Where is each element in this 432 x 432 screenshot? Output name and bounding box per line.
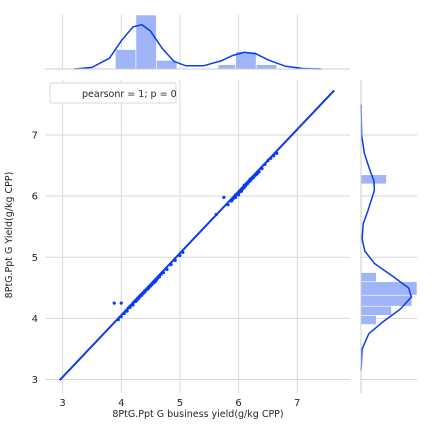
x-marginal-bar	[255, 64, 277, 70]
x-marginal-kde-curve	[74, 23, 321, 70]
main-scatter-axes: 3 4 5 6 7 3 4 5 6 7	[32, 80, 350, 409]
y-tick-label: 3	[32, 375, 38, 386]
right-marginal-histogram	[360, 80, 418, 393]
y-tick-label: 7	[32, 131, 38, 142]
legend: pearsonr = 1; p = 0	[49, 82, 177, 104]
x-tick-label: 7	[294, 398, 300, 409]
y-axis-label: 8PtG.Ppt G Yield(g/kg CPP)	[4, 172, 15, 299]
scatter-point	[119, 314, 123, 319]
x-tick-label: 4	[118, 398, 124, 409]
scatter-point	[234, 195, 238, 199]
x-marginal-bar	[135, 14, 157, 70]
scatter-point	[165, 267, 169, 272]
scatter-point	[178, 253, 182, 258]
scatter-point	[159, 272, 163, 277]
scatter-point	[122, 311, 126, 316]
scatter-point	[125, 309, 129, 313]
legend-box	[49, 82, 177, 104]
scatter-point	[169, 263, 173, 267]
y-marginal-bar	[360, 305, 392, 316]
scatter-point	[116, 318, 120, 322]
y-tick-label: 5	[32, 253, 38, 264]
legend-marker	[58, 89, 72, 96]
scatter-point	[157, 275, 161, 279]
x-tick-label: 6	[235, 398, 241, 409]
x-marginal-bar	[115, 49, 137, 70]
y-marginal-bar	[360, 315, 377, 325]
scatter-point	[260, 167, 264, 171]
scatter-point	[222, 195, 226, 199]
scatter-point	[119, 301, 123, 305]
scatter-point	[266, 159, 270, 163]
x-tick-label: 3	[59, 398, 65, 409]
scatter-point	[275, 151, 279, 155]
y-tick-label: 6	[32, 192, 38, 203]
regression-line	[58, 89, 335, 381]
scatter-point	[257, 170, 261, 174]
x-marginal-bar	[217, 64, 236, 70]
x-axis-label: 8PtG.Ppt G business yield(g/kg CPP)	[112, 409, 283, 420]
top-marginal-histogram	[45, 14, 350, 70]
scatter-point	[214, 212, 218, 217]
scatter-point	[112, 301, 116, 305]
y-tick-label: 4	[32, 314, 38, 325]
scatter-point	[161, 270, 166, 275]
y-marginal-bar	[360, 272, 377, 283]
scatter-point	[272, 154, 276, 158]
scatter-point	[181, 250, 185, 254]
scatter-point	[269, 156, 273, 160]
scatter-point	[263, 162, 267, 166]
y-marginal-kde-curve	[360, 104, 413, 371]
x-tick-label: 5	[177, 398, 183, 409]
scatter-point	[173, 258, 177, 262]
legend-text: pearsonr = 1; p = 0	[82, 89, 177, 100]
scatter-point	[226, 203, 230, 207]
